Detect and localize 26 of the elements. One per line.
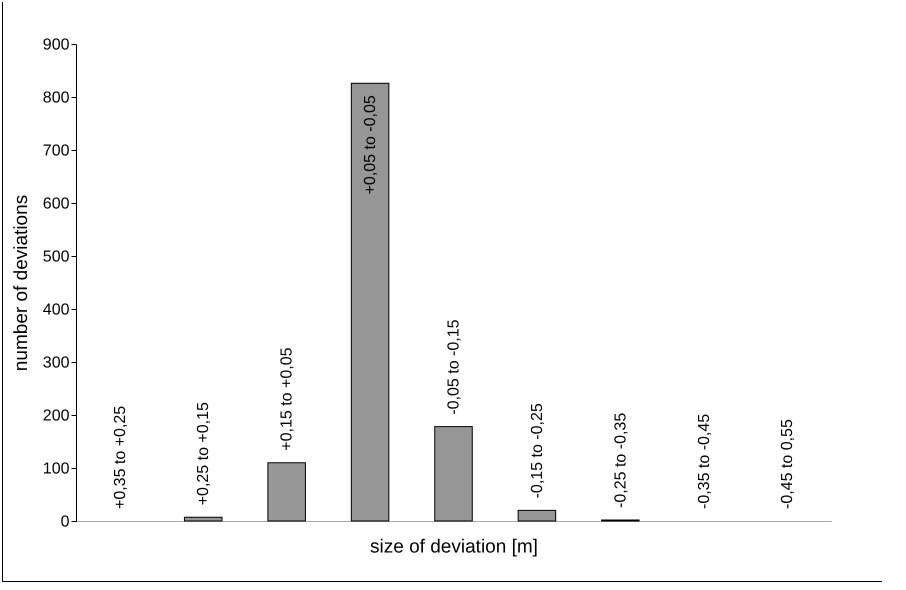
y-tick-label: 400 — [42, 302, 70, 318]
bar — [184, 516, 222, 522]
y-tick-label: 100 — [42, 460, 70, 478]
bar — [518, 510, 556, 522]
x-tick-label: -0,35 to -0,45 — [696, 414, 713, 509]
y-axis-title: number of deviations — [10, 194, 32, 372]
x-tick-label: -0,45 to 0,55 — [779, 419, 796, 509]
y-tick-label: 300 — [42, 354, 70, 372]
x-tick-label: -0,25 to -0,35 — [612, 412, 630, 508]
x-axis-title: size of deviation [m] — [370, 536, 538, 558]
y-tick-label: 800 — [42, 90, 70, 106]
y-tick-label: 700 — [42, 142, 70, 160]
x-tick-label: -0,15 to -0,25 — [528, 403, 546, 498]
x-tick-label: -0,05 to -0,15 — [446, 319, 462, 415]
y-tick-label: 0 — [60, 514, 70, 530]
x-tick-label: +0,25 to +0,15 — [195, 402, 212, 506]
y-tick-label: 200 — [42, 408, 70, 424]
x-tick-label: +0,35 to +0,25 — [112, 406, 129, 509]
y-tick-label: 900 — [42, 36, 70, 54]
y-tick-label: 600 — [42, 196, 70, 212]
bar — [434, 426, 473, 522]
x-tick-label: +0,05 to -0,05 — [362, 95, 380, 194]
x-tick-label: +0,15 to +0,05 — [278, 347, 296, 451]
y-tick-label: 500 — [42, 248, 70, 266]
bar — [350, 82, 390, 522]
bar — [267, 462, 306, 522]
